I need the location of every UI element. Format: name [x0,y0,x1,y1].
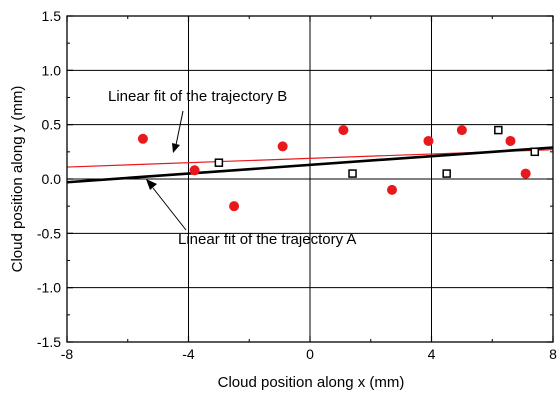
x-axis-title: Cloud position along x (mm) [218,374,405,391]
x-tick-label: -8 [61,346,74,362]
data-point-circle [338,125,349,136]
fit-lines [66,146,554,184]
data-points [137,125,540,212]
y-tick-label: 1.0 [42,62,62,78]
y-tick-label: -1.0 [37,280,61,296]
data-point-square [530,147,540,157]
axis-ticks: -8 -4 0 4 8 -1.5 -1.0 -0.5 0.0 0.5 1.0 1.5 [37,8,557,362]
grid [67,16,553,342]
y-tick-label: -0.5 [37,225,61,241]
y-tick-label: 1.5 [42,8,62,24]
annotation-a-arrowhead [146,179,157,190]
data-point-circle [277,141,288,152]
x-tick-label: 0 [306,346,314,362]
y-tick-label: -1.5 [37,334,61,350]
data-point-circle [189,165,200,176]
data-point-circle [423,135,434,146]
x-tick-label: 8 [549,346,557,362]
x-tick-label: 4 [428,346,436,362]
annotation-b-arrowhead [172,143,180,153]
x-tick-label: -4 [182,346,195,362]
data-point-circle [387,184,398,195]
data-point-square [214,158,224,167]
annotation-a-arrow-line [152,187,187,231]
fit-line-trajectory-a [66,146,554,184]
data-point-square [494,125,503,135]
annotation-trajectory-b: Linear fit of the trajectory B [108,88,287,153]
annotation-b-arrow-line [175,110,184,146]
data-point-square [442,169,451,178]
data-point-circle [229,201,240,212]
annotation-a-text: Linear fit of the trajectory A [178,231,356,248]
data-point-circle [505,135,516,146]
y-axis-title: Cloud position along y (mm) [9,86,26,273]
data-point-circle [456,125,467,136]
annotation-trajectory-a: Linear fit of the trajectory A [146,179,356,248]
data-point-square [348,169,357,178]
y-tick-label: 0.5 [42,117,62,133]
data-point-circle [137,133,148,144]
annotation-b-text: Linear fit of the trajectory B [108,88,287,105]
data-point-circle [520,168,531,179]
y-tick-label: 0.0 [42,171,62,187]
